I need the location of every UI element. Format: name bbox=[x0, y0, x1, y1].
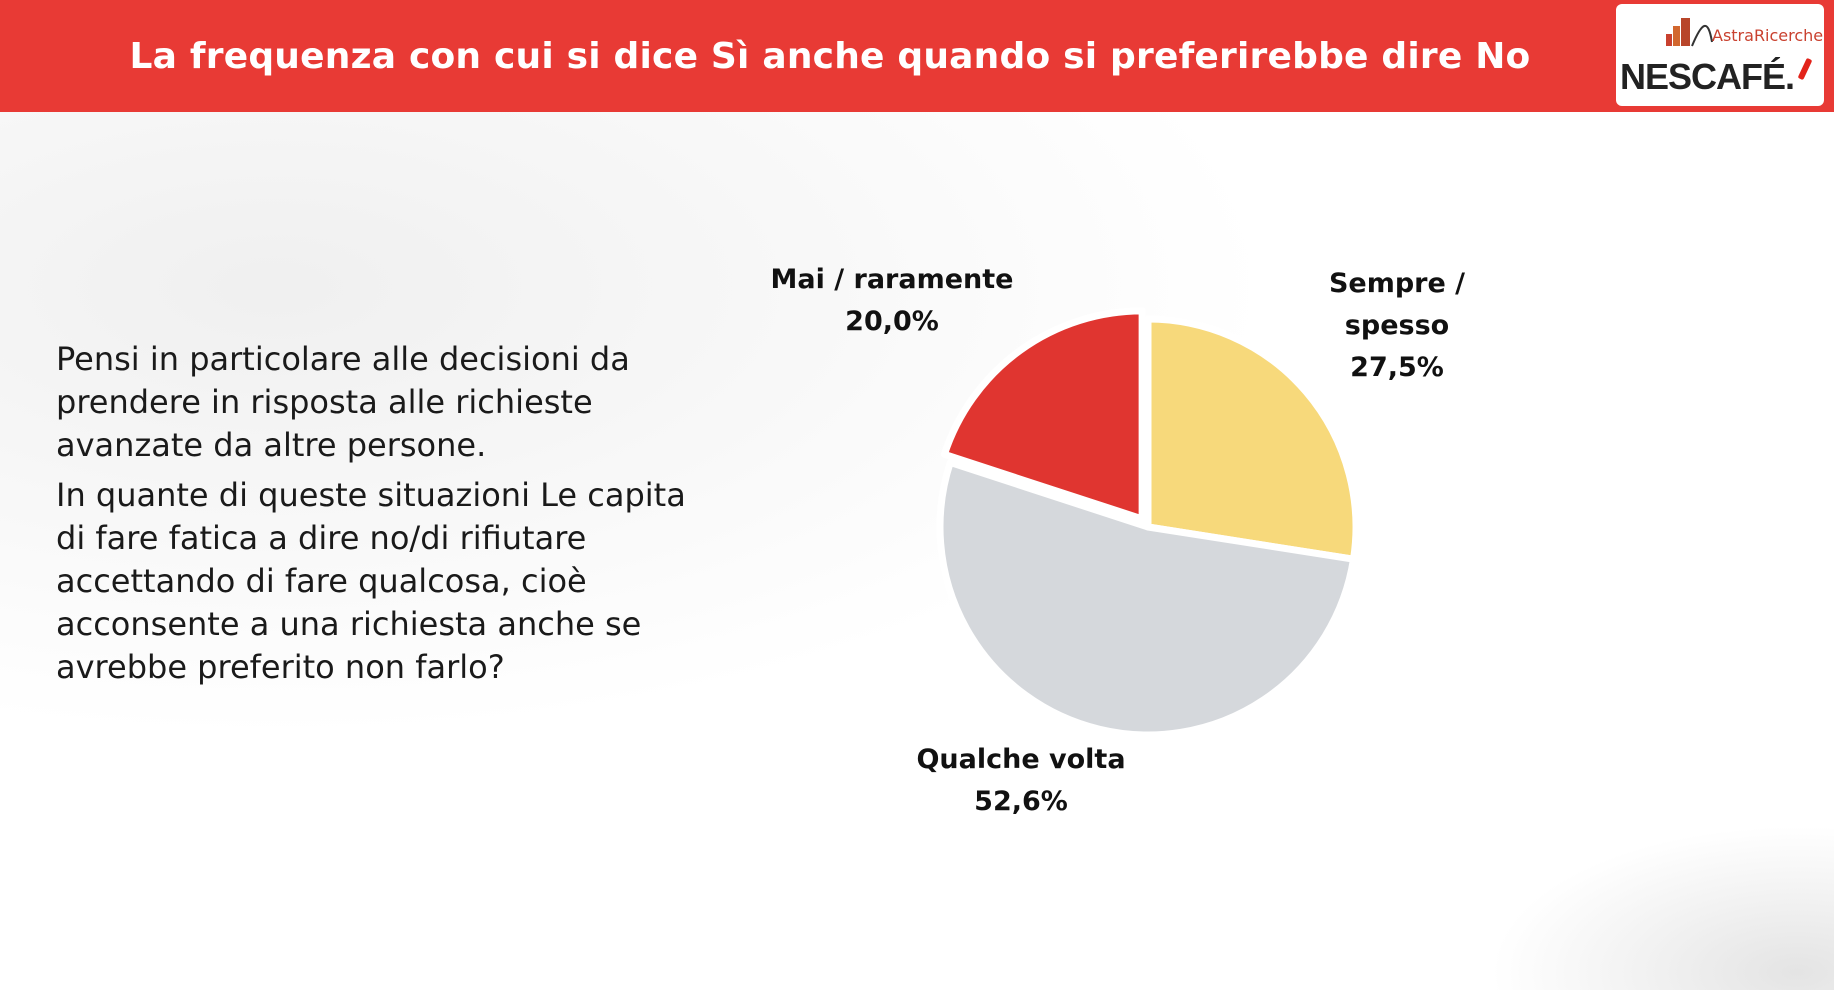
logo: AstraRicerche NESCAFÉ. bbox=[1616, 4, 1824, 106]
question-text: Pensi in particolare alle decisioni da p… bbox=[56, 338, 696, 696]
pie-label-qualche-volta: Qualche volta 52,6% bbox=[916, 744, 1125, 817]
astra-ricerche-text: AstraRicerche bbox=[1712, 26, 1824, 45]
pie-value-label: 27,5% bbox=[1350, 352, 1444, 383]
question-paragraph-2: In quante di queste situazioni Le capita… bbox=[56, 476, 686, 686]
pie-slice-mai-raramente bbox=[940, 307, 1146, 523]
page-title: La frequenza con cui si dice Sì anche qu… bbox=[129, 35, 1531, 77]
question-paragraph-1: Pensi in particolare alle decisioni da p… bbox=[56, 340, 630, 464]
pie-category-label: Qualche volta bbox=[916, 744, 1125, 775]
astra-logo-icon bbox=[1666, 18, 1713, 47]
pie-slice-qualche-volta bbox=[936, 458, 1357, 739]
pie-category-label: Sempre / bbox=[1329, 268, 1465, 299]
pie-label-mai-raramente: Mai / raramente 20,0% bbox=[771, 264, 1014, 337]
nescafe-wordmark: NESCAFÉ. bbox=[1620, 56, 1795, 97]
pie-value-label: 52,6% bbox=[974, 786, 1068, 817]
pie-category-label: Mai / raramente bbox=[771, 264, 1014, 295]
header-bar: La frequenza con cui si dice Sì anche qu… bbox=[0, 0, 1834, 112]
background bbox=[0, 112, 1834, 990]
pie-slice-sempre-spesso bbox=[1144, 315, 1360, 563]
pie-value-label: 20,0% bbox=[845, 306, 939, 337]
pie-label-sempre-spesso: Sempre / spesso 27,5% bbox=[1329, 268, 1465, 383]
pie-category-label: spesso bbox=[1345, 310, 1449, 341]
